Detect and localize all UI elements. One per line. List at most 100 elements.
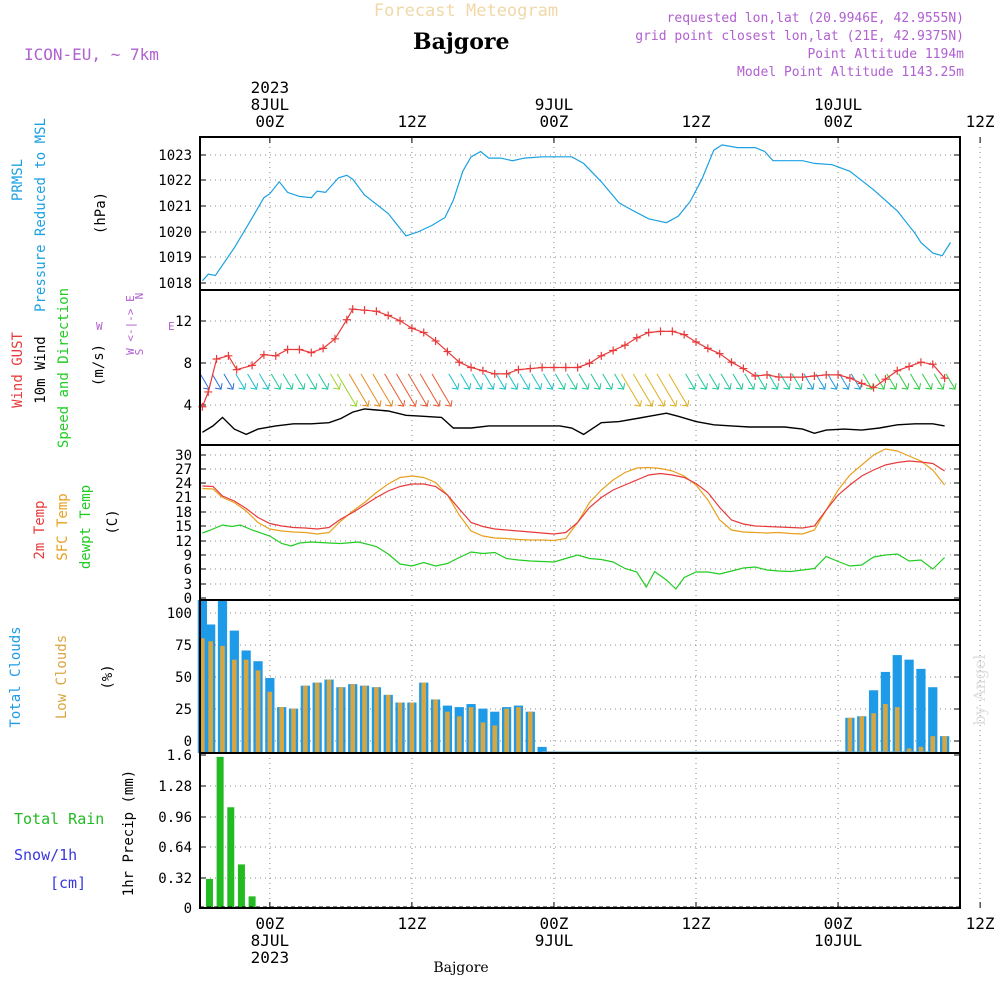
low-cloud-bar [847, 717, 853, 753]
wind-arrow-head [546, 383, 555, 390]
wind-arrow [768, 373, 778, 390]
wind-arrow-head [842, 383, 850, 390]
wind-arrow [791, 373, 802, 390]
low-cloud-bar [291, 708, 296, 753]
wind-arrow-head [499, 383, 507, 390]
gust-marker [295, 345, 304, 354]
gust-marker [810, 371, 819, 380]
compass-n: N [133, 293, 146, 300]
wind-arrow-head [475, 383, 484, 390]
compass-we: W <-|-> E [124, 295, 137, 355]
y-tick-label: 25 [175, 702, 192, 718]
wind-arrow [282, 373, 293, 390]
gust-marker [538, 363, 547, 372]
low-cloud-bar [374, 687, 379, 753]
gust-marker [845, 374, 854, 383]
wind-arrow-head [937, 383, 945, 390]
gust-marker [774, 373, 783, 382]
snow-unit: [cm] [50, 874, 86, 892]
gust-marker [443, 347, 452, 356]
low-cloud-bar [326, 679, 332, 753]
low-cloud-bar [918, 746, 924, 753]
low-cloud-bar [409, 702, 415, 753]
gust-marker [419, 328, 428, 337]
wind-arrow [531, 373, 542, 390]
total-cloud-bar [916, 668, 926, 753]
low-cloud-bar [883, 704, 888, 753]
low-cloud-bar [527, 711, 533, 753]
wind-arrow [235, 373, 246, 390]
wind-arrow-head [522, 383, 531, 390]
wind-arrow [507, 373, 518, 390]
gust-marker [455, 358, 464, 367]
temperature-frame [199, 444, 961, 601]
wind-arrow [472, 373, 482, 390]
compass-w: W [96, 320, 103, 333]
wind-arrow-head [362, 400, 370, 407]
wind-arrow [318, 373, 329, 390]
wind-arrow-head [948, 383, 957, 390]
suptitle: Forecast Meteogram [374, 1, 558, 21]
gust-marker [620, 341, 629, 350]
dewpt-line [202, 524, 946, 590]
wind-arrow-head [700, 383, 708, 390]
wind-arrow-head [226, 383, 235, 390]
wind-arrow [495, 373, 506, 390]
gust-marker [360, 306, 369, 315]
low-cloud-bar [200, 638, 205, 753]
wind-arrow-head [657, 400, 666, 407]
wind-arrow [543, 373, 553, 390]
gust-marker [271, 351, 280, 360]
wind-arrow [336, 373, 357, 407]
gust-marker [283, 345, 292, 354]
gust-marker [680, 330, 689, 339]
top-time-label: 12Z [397, 112, 426, 131]
footer-location: Bajgore [433, 960, 488, 976]
wind-arrow [898, 373, 909, 390]
y-tick-label: 9 [184, 548, 192, 564]
low-cloud-bar [314, 682, 320, 753]
wind-arrow [448, 373, 459, 390]
gust-marker [703, 344, 712, 353]
wind-arrow-head [333, 383, 341, 390]
gridpoint-coords: grid point closest lon,lat (21E, 42.9375… [635, 29, 964, 44]
snow-title: Snow/1h [14, 846, 77, 864]
wind-arrow-head [238, 383, 247, 390]
wind-arrow [732, 373, 743, 390]
low-clouds-title: Low Clouds [54, 635, 70, 719]
gust-marker [526, 364, 535, 373]
wind-arrow-head [901, 383, 910, 390]
low-cloud-bar [243, 659, 249, 753]
bottom-time-label: 00Z [255, 914, 284, 933]
location-title: Bajgore [413, 29, 509, 55]
precipitation-grid [200, 753, 981, 908]
gust-marker [692, 338, 701, 347]
wind-arrow [519, 373, 530, 390]
wind-arrow [779, 373, 790, 390]
gust-marker [739, 364, 748, 373]
wind-unit: (m/s) [91, 344, 107, 386]
gust-marker [232, 365, 241, 374]
wind-arrow-head [747, 383, 756, 390]
gust-marker [204, 387, 213, 396]
gust-marker [751, 371, 760, 380]
gust-line [201, 308, 946, 408]
gust-marker [372, 307, 381, 316]
low-cloud-bar [350, 684, 356, 753]
wind-arrow [294, 373, 305, 390]
low-cloud-bar [303, 685, 308, 753]
gust-marker [319, 344, 328, 353]
wind-arrow-head [593, 383, 602, 390]
wind-arrow-head [605, 383, 614, 390]
low-cloud-bar [385, 694, 391, 753]
low-cloud-bar [208, 641, 213, 753]
y-tick-label: 0.64 [158, 840, 192, 856]
gust-marker [834, 370, 843, 379]
gust-marker [549, 363, 558, 372]
gust-marker [597, 351, 606, 360]
wind-arrow [554, 373, 565, 390]
low-cloud-bar [480, 722, 486, 753]
sfc-temp-line [202, 448, 946, 542]
wind-arrow-head [421, 400, 429, 407]
